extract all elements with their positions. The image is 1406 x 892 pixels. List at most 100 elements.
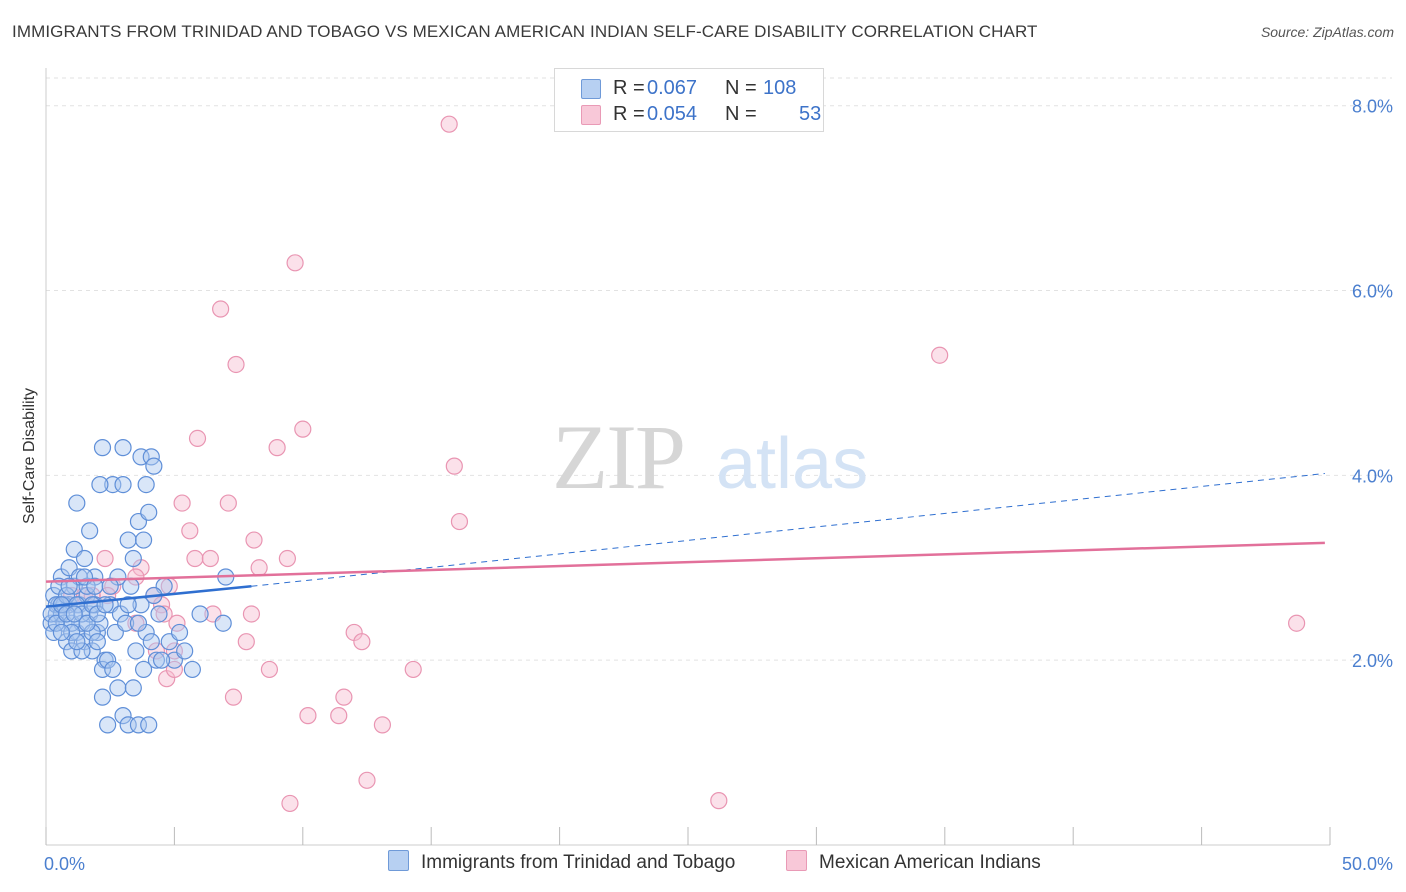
trend-lines	[45, 473, 1325, 608]
data-point-pink	[201, 549, 219, 568]
data-point-blue	[140, 716, 158, 734]
data-point-pink	[440, 115, 458, 133]
data-point-blue	[183, 660, 201, 679]
data-point-pink	[278, 549, 296, 568]
y-tick-label: 6.0%	[1352, 282, 1393, 302]
data-point-pink	[358, 771, 376, 789]
watermark: ZIP atlas	[552, 406, 868, 508]
legend-swatch-blue	[581, 79, 601, 99]
data-point-blue	[83, 623, 101, 642]
data-point-blue	[152, 651, 171, 669]
data-point-blue	[99, 651, 117, 669]
data-point-pink	[173, 494, 191, 512]
chart-title: IMMIGRANTS FROM TRINIDAD AND TOBAGO VS M…	[12, 22, 1038, 41]
legend-r-label: R =	[613, 103, 645, 125]
data-point-blue	[88, 633, 106, 651]
data-point-pink	[96, 549, 114, 568]
data-point-blue	[147, 651, 166, 669]
data-point-pink	[268, 439, 286, 457]
data-point-pink	[450, 512, 469, 531]
data-point-blue	[142, 633, 160, 651]
bottom-legend-blue: Immigrants from Trinidad and Tobago	[388, 850, 735, 874]
grid	[46, 77, 1392, 661]
data-point-blue	[137, 476, 155, 494]
data-point-blue	[81, 522, 99, 540]
data-point-blue	[124, 679, 142, 697]
watermark-atlas: atlas	[716, 424, 868, 504]
data-point-blue	[68, 633, 86, 651]
x-tick-label-max: 50.0%	[1342, 854, 1393, 874]
data-point-pink	[373, 716, 392, 734]
data-point-pink	[186, 549, 204, 568]
data-point-blue	[150, 605, 168, 623]
y-tick-label: 8.0%	[1352, 97, 1393, 117]
data-point-pink	[245, 531, 263, 549]
data-point-pink	[330, 707, 348, 725]
stats-legend: R = 0.067 N = 108 R = 0.054 N = 53	[554, 68, 824, 132]
data-point-blue	[176, 642, 194, 660]
data-point-blue	[75, 549, 94, 568]
axes	[45, 68, 1331, 846]
bottom-legend-swatch-blue	[388, 850, 409, 871]
data-point-blue	[114, 439, 132, 457]
data-point-pink	[147, 642, 166, 660]
data-point-pink	[127, 568, 145, 586]
trend-line-pink	[45, 541, 1325, 583]
legend-r-value: 0.067	[647, 77, 698, 99]
legend-n-label: N =	[725, 77, 757, 99]
legend-r-label: R =	[613, 77, 645, 99]
y-tick-label: 4.0%	[1352, 466, 1393, 486]
data-point-blue	[104, 660, 122, 679]
source-label: Source: ZipAtlas.com	[1260, 24, 1394, 40]
data-point-pink	[294, 420, 312, 438]
data-point-pink	[181, 522, 199, 540]
data-point-blue	[109, 679, 127, 697]
data-point-pink	[237, 633, 255, 651]
data-point-pink	[250, 559, 268, 577]
data-point-blue	[134, 531, 153, 549]
data-point-blue	[214, 614, 232, 632]
data-point-blue	[134, 660, 153, 679]
bottom-legend-swatch-pink	[786, 850, 807, 871]
legend-r-value: 0.054	[647, 103, 698, 125]
data-point-blue	[140, 503, 158, 521]
legend-n-label: N =	[725, 103, 757, 125]
data-point-pink	[212, 300, 230, 318]
legend-n-value: 53	[799, 103, 822, 125]
data-point-blue	[52, 623, 71, 642]
data-point-blue	[101, 577, 119, 595]
legend-n-value: 108	[763, 77, 797, 99]
data-point-blue	[93, 439, 112, 457]
trend-line-blue	[45, 585, 252, 608]
data-point-pink	[353, 633, 371, 651]
y-tick-label: 2.0%	[1352, 651, 1393, 671]
data-point-blue	[99, 716, 117, 734]
data-point-blue	[68, 494, 86, 512]
bottom-legend-pink: Mexican American Indians	[786, 850, 1041, 874]
y-axis-title: Self-Care Disability	[21, 388, 38, 524]
data-point-pink	[931, 346, 949, 364]
data-point-blue	[73, 642, 91, 660]
data-point-pink	[286, 254, 304, 272]
data-point-pink	[165, 660, 183, 679]
data-point-blue	[129, 614, 148, 632]
bottom-legend-label-pink: Mexican American Indians	[819, 852, 1041, 873]
data-point-pink	[1288, 614, 1306, 632]
trend-line-blue-dashed	[251, 473, 1325, 587]
data-point-blue	[65, 605, 83, 623]
data-point-blue	[114, 707, 132, 725]
data-point-blue	[119, 596, 137, 614]
watermark-zip: ZIP	[552, 406, 684, 508]
x-tick-label-min: 0.0%	[44, 854, 85, 874]
data-point-pink	[335, 688, 353, 706]
data-point-pink	[224, 688, 243, 706]
data-point-blue	[145, 457, 163, 475]
data-point-blue	[127, 642, 145, 660]
data-point-pink	[299, 707, 317, 725]
data-point-blue	[114, 476, 132, 494]
data-point-pink	[710, 792, 728, 810]
bottom-legend-label-blue: Immigrants from Trinidad and Tobago	[421, 852, 736, 873]
data-point-pink	[281, 794, 299, 813]
data-point-blue	[170, 623, 189, 642]
